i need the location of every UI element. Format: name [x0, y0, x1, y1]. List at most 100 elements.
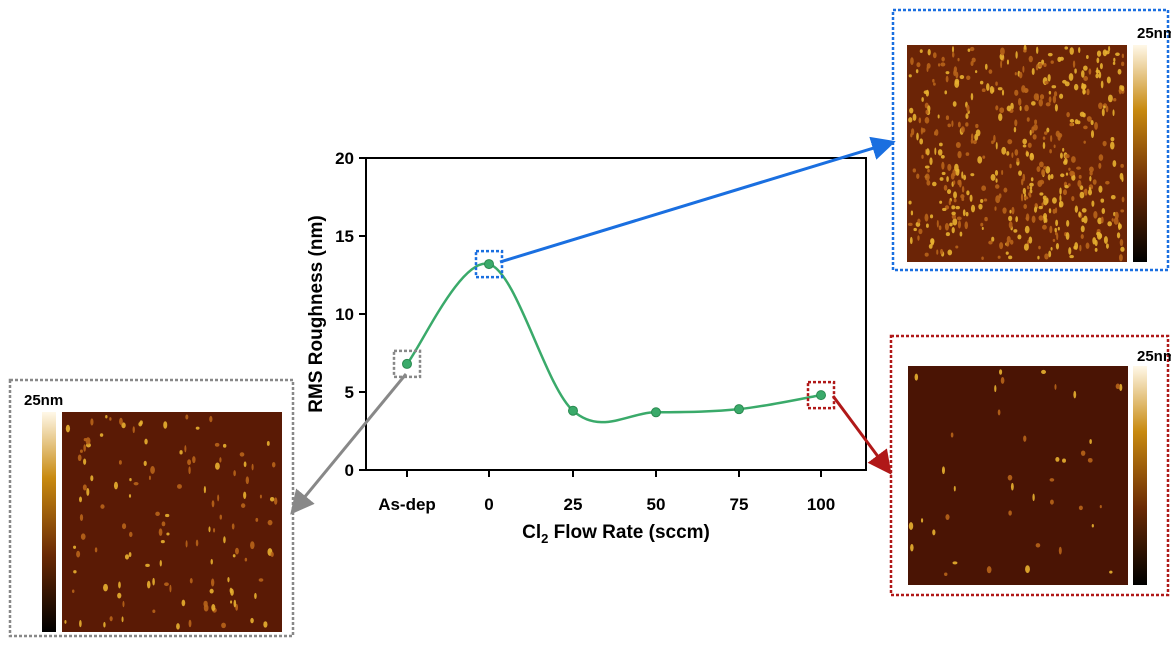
- afm-grain: [1052, 95, 1057, 104]
- afm-grain: [1074, 205, 1079, 213]
- y-tick-label: 10: [335, 305, 354, 324]
- afm-grain: [1096, 67, 1099, 75]
- afm-grain: [159, 560, 162, 567]
- afm-grain: [222, 443, 227, 448]
- afm-grain: [997, 409, 1001, 416]
- afm-grain: [1117, 68, 1122, 75]
- afm-grain: [1109, 570, 1113, 574]
- afm-grain: [945, 75, 949, 83]
- afm-grain: [952, 101, 957, 107]
- afm-grain: [251, 463, 254, 471]
- afm-grain: [1006, 59, 1009, 65]
- afm-grain: [152, 577, 155, 586]
- afm-grain: [1052, 197, 1057, 204]
- afm-grain: [1065, 232, 1070, 240]
- afm-grain: [945, 71, 950, 75]
- afm-grain: [73, 545, 77, 549]
- afm-grain: [1080, 225, 1085, 233]
- afm-grain: [991, 140, 994, 145]
- afm-grain: [1044, 253, 1049, 260]
- afm-grain: [955, 142, 961, 148]
- afm-grain: [184, 445, 187, 453]
- afm-grain: [1081, 217, 1085, 223]
- afm-grain: [937, 149, 943, 156]
- afm-grain: [164, 582, 169, 587]
- afm-grain: [1100, 80, 1104, 89]
- afm-grain: [124, 554, 130, 560]
- afm-grain: [941, 161, 945, 170]
- afm-grain: [1071, 174, 1076, 181]
- x-tick-label: 75: [730, 495, 749, 514]
- afm-grain: [1086, 54, 1089, 59]
- afm-grain: [1092, 237, 1097, 245]
- afm-grain: [965, 152, 970, 156]
- afm-grain: [189, 578, 193, 584]
- afm-grain: [943, 184, 948, 191]
- afm-grain: [1001, 170, 1004, 176]
- afm-grain: [994, 385, 997, 393]
- afm-grain: [1095, 73, 1099, 79]
- x-axis-title: Cl2 Flow Rate (sccm): [522, 522, 710, 546]
- afm-grain: [921, 128, 926, 133]
- afm-grain: [1006, 105, 1012, 112]
- afm-grain: [1025, 565, 1030, 574]
- afm-grain: [1083, 215, 1088, 224]
- afm-grain: [1110, 141, 1115, 150]
- afm-grain: [1096, 231, 1101, 236]
- afm-grain: [924, 213, 929, 222]
- afm-grain: [179, 450, 183, 455]
- afm-grain: [924, 173, 930, 181]
- afm-grain: [122, 600, 125, 608]
- afm-grain: [926, 62, 931, 69]
- afm-grain: [1019, 105, 1022, 111]
- afm-grain: [1092, 179, 1097, 185]
- afm-grain: [1041, 169, 1046, 176]
- afm-grain: [1062, 189, 1067, 196]
- afm-grain: [1078, 211, 1081, 218]
- afm-grain: [1078, 46, 1081, 54]
- afm-grain: [1059, 93, 1064, 99]
- afm-grain: [209, 415, 213, 423]
- afm-grain: [233, 599, 237, 608]
- afm-grain: [1045, 102, 1051, 107]
- afm-grain: [1057, 133, 1063, 138]
- afm-grain: [929, 157, 933, 166]
- afm-grain: [1042, 141, 1046, 150]
- afm-grain: [939, 177, 944, 181]
- afm-grain: [952, 218, 958, 226]
- afm-grain: [1074, 68, 1077, 74]
- afm-grain: [230, 600, 233, 604]
- afm-grain: [1041, 202, 1044, 208]
- afm-grain: [209, 588, 214, 594]
- afm-grain: [155, 511, 160, 516]
- afm-grain: [258, 578, 264, 582]
- afm-grain: [1028, 192, 1031, 197]
- afm-grain: [1116, 232, 1121, 239]
- afm-grain: [986, 566, 992, 574]
- afm-grain: [1118, 254, 1123, 262]
- afm-grain: [923, 90, 929, 95]
- afm-grain: [139, 420, 143, 425]
- afm-grain: [1054, 383, 1057, 390]
- afm-grain: [1052, 238, 1056, 243]
- afm-grain: [990, 173, 996, 181]
- afm-grain: [1038, 99, 1043, 107]
- afm-grain: [916, 173, 920, 179]
- afm-grain: [1100, 198, 1105, 203]
- afm-grain: [961, 197, 965, 201]
- afm-grain: [176, 484, 182, 489]
- afm-grain: [981, 185, 987, 191]
- afm-grain: [215, 462, 220, 470]
- afm-grain: [947, 163, 952, 171]
- afm-grain: [1041, 59, 1045, 65]
- afm-grain: [927, 168, 930, 173]
- afm-grain: [1039, 179, 1045, 185]
- afm-grain: [1029, 129, 1032, 136]
- afm-grain: [1083, 65, 1088, 71]
- afm-grain: [1014, 149, 1019, 156]
- afm-grain: [1010, 482, 1014, 491]
- afm-grain: [1038, 215, 1044, 221]
- afm-grain: [1120, 163, 1124, 168]
- afm-grain: [109, 417, 112, 421]
- afm-grain: [1067, 183, 1071, 187]
